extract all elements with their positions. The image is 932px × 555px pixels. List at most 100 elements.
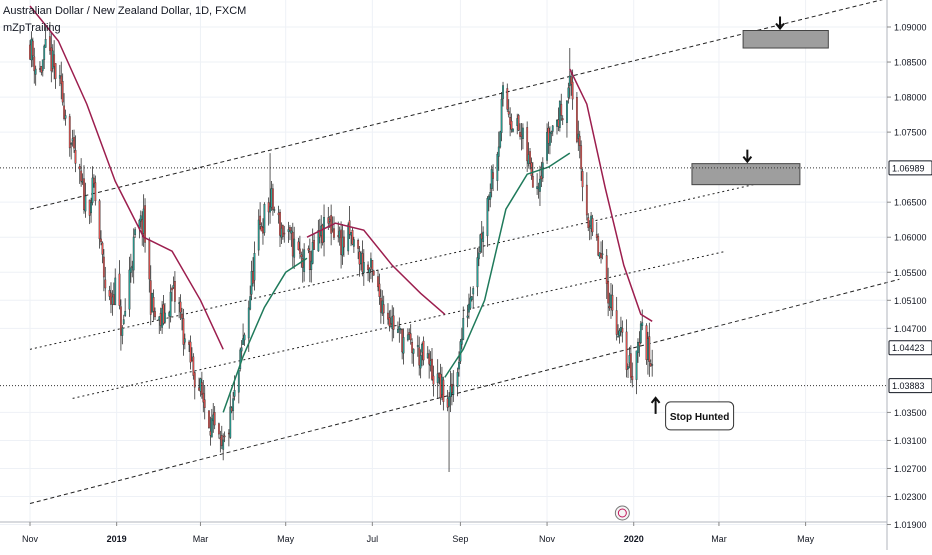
trailing-stop-bear — [29, 5, 224, 350]
candle-down — [605, 255, 608, 284]
candle-down — [192, 356, 195, 376]
candle-down — [506, 88, 509, 110]
channel-line — [29, 180, 769, 350]
candle-down — [283, 232, 286, 235]
candle-down — [110, 292, 112, 305]
candle-down — [33, 56, 36, 72]
candle-down — [422, 340, 425, 361]
candle-up — [637, 341, 639, 354]
candle-up — [641, 322, 644, 326]
candle-up — [90, 202, 92, 214]
candle-down — [260, 226, 263, 232]
candle-up — [128, 269, 131, 310]
candle-down — [213, 412, 216, 426]
candle-up — [269, 206, 271, 213]
candle-down — [308, 251, 311, 271]
price-tag — [888, 378, 932, 394]
candle-down — [191, 360, 193, 362]
candle-down — [277, 212, 280, 216]
candle-up — [620, 327, 622, 332]
candle-up — [142, 208, 145, 234]
candle-up — [512, 128, 514, 132]
candle-up — [448, 396, 450, 407]
candle-down — [492, 172, 494, 179]
x-tick-label: Jul — [367, 534, 379, 544]
stop-hunted-callout — [665, 401, 735, 431]
candle-down — [401, 329, 404, 353]
y-tick-label: 1.07500 — [894, 128, 927, 138]
candle-down — [307, 248, 310, 251]
candle-down — [189, 341, 192, 363]
price-axis: 1.09000 1.08500 1.08000 1.07500 1.06500 1.060… — [886, 0, 932, 550]
candle-up — [429, 360, 432, 366]
candle-down — [357, 240, 360, 249]
candle-down — [88, 199, 91, 216]
candle-up — [421, 344, 423, 353]
candle-up — [468, 303, 470, 313]
candle-up — [499, 131, 502, 148]
candle-down — [337, 235, 340, 237]
candle-up — [169, 291, 172, 317]
candle-up — [287, 229, 290, 232]
candle-down — [298, 248, 301, 254]
candle-up — [341, 237, 344, 256]
candle-down — [171, 288, 173, 291]
candle-down — [61, 81, 64, 103]
candle-up — [270, 188, 273, 208]
candle-up — [381, 300, 384, 314]
candle-up — [567, 87, 570, 98]
candle-down — [118, 273, 121, 306]
candle-up — [546, 132, 548, 161]
candle-up — [139, 215, 142, 222]
candle-down — [159, 312, 162, 326]
candle-up — [416, 344, 419, 348]
candle-down — [608, 306, 611, 309]
candle-down — [272, 188, 274, 210]
x-tick-label: Mar — [711, 534, 727, 544]
earnings-marker-ring — [617, 508, 627, 518]
candle-down — [54, 63, 57, 79]
candle-up — [158, 316, 161, 321]
candle-down — [343, 236, 345, 248]
candle-down — [120, 306, 122, 336]
candle-down — [279, 211, 281, 236]
candle-down — [547, 127, 550, 144]
candle-up — [242, 338, 244, 345]
candle-down — [358, 251, 361, 265]
candle-down — [149, 280, 152, 315]
candle-up — [639, 323, 642, 344]
candles — [29, 21, 654, 472]
candle-down — [173, 281, 176, 302]
candle-down — [50, 47, 53, 72]
candle-up — [257, 219, 260, 251]
candle-down — [372, 270, 375, 276]
candle-up — [469, 297, 472, 309]
candle-up — [232, 398, 235, 411]
candle-up — [406, 334, 409, 341]
candle-down — [63, 105, 65, 119]
y-tick-label: 1.06000 — [894, 233, 927, 243]
candle-up — [398, 326, 401, 330]
candle-down — [517, 115, 520, 131]
candle-up — [239, 349, 242, 370]
candle-up — [360, 252, 362, 264]
candle-up — [253, 253, 256, 281]
candle-up — [550, 131, 553, 134]
x-tick-label: Nov — [539, 534, 556, 544]
candle-up — [263, 204, 266, 233]
price-tag — [888, 340, 932, 356]
candle-down — [450, 383, 453, 394]
candle-down — [198, 387, 200, 391]
candle-down — [367, 264, 369, 271]
candle-down — [252, 271, 254, 284]
candle-down — [108, 289, 111, 297]
candle-up — [81, 181, 84, 183]
candle-up — [240, 347, 243, 352]
x-tick-label: Sep — [452, 534, 468, 544]
candle-up — [610, 294, 612, 308]
channel-line — [72, 250, 727, 399]
candle-up — [627, 366, 629, 370]
candle-up — [391, 316, 394, 329]
trailing-stop-bear — [306, 222, 446, 315]
